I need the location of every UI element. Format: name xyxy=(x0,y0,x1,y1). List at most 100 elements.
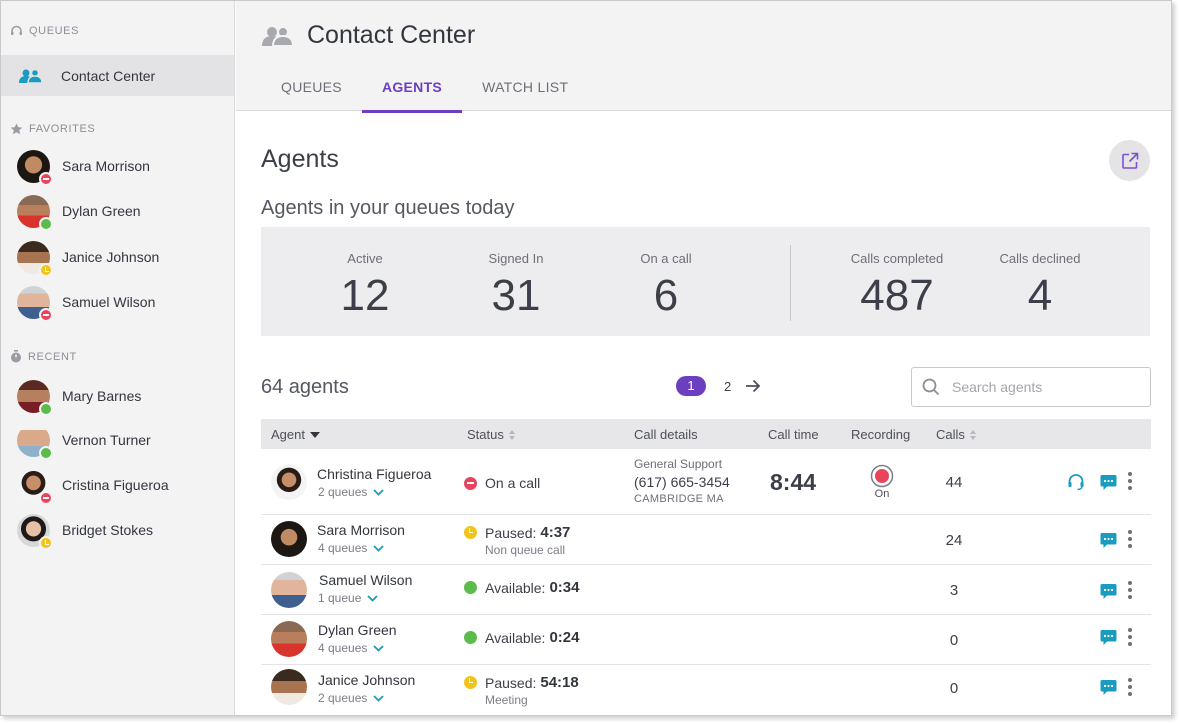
favorites-heading: FAVORITES xyxy=(10,123,95,135)
more-icon[interactable] xyxy=(1127,530,1133,548)
pagination: 1 2 xyxy=(676,376,761,396)
sort-icon xyxy=(969,429,976,440)
status-reason: Non queue call xyxy=(485,543,566,557)
queues-heading-label: QUEUES xyxy=(29,25,80,37)
queue-count[interactable]: 2 queues xyxy=(318,485,385,499)
status-label: Paused: xyxy=(485,674,537,691)
favorite-contact[interactable]: Sara Morrison xyxy=(17,149,227,186)
chat-icon[interactable] xyxy=(1100,679,1117,701)
external-link-icon xyxy=(1121,152,1138,169)
table-row[interactable]: Samuel Wilson 1 queue Available: 0:34 3 xyxy=(261,565,1151,615)
queue-count[interactable]: 4 queues xyxy=(318,641,385,655)
people-icon xyxy=(18,68,44,84)
people-icon xyxy=(262,25,295,47)
sort-descending-icon xyxy=(309,431,320,438)
agent-name: Sara Morrison xyxy=(317,522,405,538)
chat-icon[interactable] xyxy=(1100,629,1117,651)
queue-count[interactable]: 4 queues xyxy=(318,541,385,555)
agent-name: Christina Figueroa xyxy=(317,466,432,482)
avatar xyxy=(271,621,307,657)
call-queue: General Support xyxy=(634,457,723,471)
sort-icon xyxy=(508,429,515,440)
contact-name: Vernon Turner xyxy=(62,432,151,448)
chevron-down-icon xyxy=(373,694,385,702)
favorite-contact[interactable]: Samuel Wilson xyxy=(17,285,227,322)
contact-name: Mary Barnes xyxy=(62,388,142,404)
stat-label: Active xyxy=(347,251,383,266)
calls-count: 3 xyxy=(949,582,959,599)
column-call-time: Call time xyxy=(768,427,819,442)
column-status[interactable]: Status xyxy=(467,427,515,442)
section-heading: Agents xyxy=(261,145,339,173)
calls-count: 0 xyxy=(949,680,959,697)
column-calls[interactable]: Calls xyxy=(936,427,976,442)
caller-phone: (617) 665-3454 xyxy=(634,474,730,490)
column-agent[interactable]: Agent xyxy=(271,427,320,442)
arrow-right-icon xyxy=(746,379,761,393)
column-label: Call details xyxy=(634,427,698,442)
contact-name: Samuel Wilson xyxy=(62,294,156,310)
more-icon[interactable] xyxy=(1127,678,1133,696)
table-row[interactable]: Janice Johnson 2 queues Paused: 54:18 Me… xyxy=(261,665,1151,715)
recent-contact[interactable]: Cristina Figueroa xyxy=(17,468,227,505)
agent-status: Available: 0:34 xyxy=(464,579,579,596)
chat-icon[interactable] xyxy=(1100,532,1117,554)
dnd-status-icon xyxy=(464,476,477,490)
contact-name: Sara Morrison xyxy=(62,158,150,174)
search-input[interactable]: Search agents xyxy=(911,367,1151,407)
favorite-contact[interactable]: Janice Johnson xyxy=(17,240,227,277)
avatar xyxy=(17,379,53,416)
more-icon[interactable] xyxy=(1127,628,1133,646)
calls-count: 0 xyxy=(949,632,959,649)
chevron-down-icon xyxy=(367,594,379,602)
page-1-button[interactable]: 1 xyxy=(676,376,706,396)
avatar xyxy=(271,521,307,557)
recent-contact[interactable]: Bridget Stokes xyxy=(17,513,227,550)
away-status-icon xyxy=(39,262,53,277)
queue-count-label: 4 queues xyxy=(318,541,368,555)
header: Contact Center QUEUES AGENTS WATCH LIST xyxy=(236,1,1171,113)
caller-location: CAMBRIDGE MA xyxy=(634,493,724,505)
sidebar-item-contact-center[interactable]: Contact Center xyxy=(1,55,234,96)
stat-value: 487 xyxy=(860,271,934,320)
more-icon[interactable] xyxy=(1127,581,1133,599)
queue-count[interactable]: 2 queues xyxy=(318,691,385,705)
calls-count: 24 xyxy=(945,532,963,549)
stats-divider xyxy=(790,245,791,321)
table-row[interactable]: Dylan Green 4 queues Available: 0:24 0 xyxy=(261,615,1151,665)
table-row[interactable]: Sara Morrison 4 queues Paused: 4:37 Non … xyxy=(261,515,1151,565)
recent-contact[interactable]: Mary Barnes xyxy=(17,379,227,416)
next-page-button[interactable] xyxy=(745,379,761,393)
more-icon[interactable] xyxy=(1127,472,1133,490)
agent-status: Paused: 4:37 xyxy=(464,524,570,541)
queue-count[interactable]: 1 queue xyxy=(318,591,379,605)
stat-value: 12 xyxy=(340,271,390,320)
column-recording: Recording xyxy=(851,427,910,442)
favorite-contact[interactable]: Dylan Green xyxy=(17,194,227,231)
stat-label: On a call xyxy=(640,251,692,266)
tab-queues[interactable]: QUEUES xyxy=(281,79,342,95)
agent-status: Paused: 54:18 xyxy=(464,674,579,691)
tab-watch-list[interactable]: WATCH LIST xyxy=(482,79,569,95)
table-row[interactable]: Christina Figueroa 2 queues On a call Ge… xyxy=(261,449,1151,515)
away-status-icon xyxy=(464,676,477,689)
title-row: Contact Center xyxy=(261,21,475,50)
column-label: Calls xyxy=(936,427,965,442)
tab-agents[interactable]: AGENTS xyxy=(361,67,463,113)
contact-name: Dylan Green xyxy=(62,203,141,219)
record-icon[interactable] xyxy=(870,464,894,493)
open-external-button[interactable] xyxy=(1109,140,1150,181)
chat-icon[interactable] xyxy=(1100,474,1117,496)
stat-label: Calls completed xyxy=(850,251,944,266)
headset-icon[interactable] xyxy=(1067,473,1085,496)
page-2-button[interactable]: 2 xyxy=(724,378,732,394)
recent-contact[interactable]: Vernon Turner xyxy=(17,423,227,460)
chat-icon[interactable] xyxy=(1100,583,1117,605)
sidebar-item-label: Contact Center xyxy=(61,67,156,84)
chevron-down-icon xyxy=(373,644,385,652)
section-subheading: Agents in your queues today xyxy=(261,197,515,219)
search-icon xyxy=(922,378,940,396)
queue-count-label: 2 queues xyxy=(318,691,368,705)
agent-name: Dylan Green xyxy=(318,622,397,638)
